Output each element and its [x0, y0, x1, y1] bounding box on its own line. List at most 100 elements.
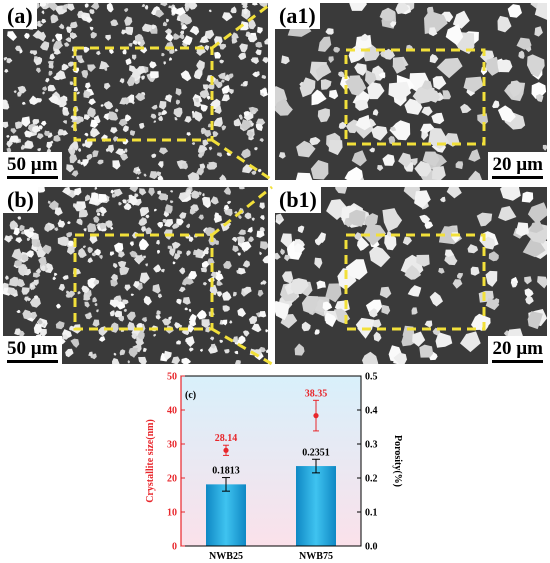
particle [471, 313, 491, 330]
particle [209, 284, 218, 296]
particle [6, 147, 12, 154]
particle [238, 52, 247, 60]
error-bar-porosity [312, 458, 320, 474]
particle [223, 260, 232, 270]
particle [251, 110, 257, 115]
particle [226, 151, 231, 156]
particle [470, 266, 480, 276]
particle [78, 148, 82, 152]
particle [96, 50, 101, 56]
particle [101, 134, 108, 142]
particle [364, 213, 379, 228]
particle [36, 23, 41, 28]
particle [537, 276, 547, 289]
particle [84, 301, 90, 308]
particle [251, 323, 262, 333]
tick-label-right: 0.4 [365, 406, 378, 417]
particle [184, 307, 188, 311]
particle [314, 329, 320, 335]
particle [354, 63, 367, 76]
particle [78, 208, 89, 218]
sem-image-b: (b) 50 µm [3, 187, 268, 364]
particle [534, 26, 543, 37]
particle [402, 236, 412, 246]
particle [406, 44, 414, 52]
particle [162, 219, 167, 223]
particle [198, 145, 208, 153]
particle [88, 351, 93, 357]
particle [48, 200, 59, 210]
particle [85, 194, 91, 202]
particle [219, 174, 227, 180]
particle [223, 208, 233, 217]
particle [91, 192, 99, 203]
particle [221, 94, 230, 102]
particle [260, 88, 268, 97]
particle [40, 120, 47, 127]
panel-label-c: (c) [185, 390, 196, 401]
particle [41, 244, 52, 255]
particle [230, 6, 237, 14]
particle [9, 220, 19, 230]
particle [105, 220, 113, 228]
particle [89, 9, 95, 15]
particle [290, 278, 309, 294]
particle [13, 227, 20, 236]
particle [258, 3, 268, 9]
particle [280, 248, 285, 255]
error-bar-porosity [222, 477, 230, 492]
particle [187, 172, 200, 180]
particle [442, 90, 451, 100]
particle [120, 153, 129, 161]
particle [251, 217, 255, 221]
particle [395, 3, 410, 15]
particle [73, 86, 79, 92]
particle [179, 13, 189, 24]
particle [41, 10, 45, 15]
particle [58, 283, 65, 292]
particle [142, 347, 147, 352]
particle [175, 99, 180, 105]
particle [86, 153, 93, 160]
particle [158, 112, 162, 117]
particle [226, 200, 231, 205]
particle [187, 3, 198, 10]
data-label-crystallite: 38.35 [305, 388, 328, 399]
particle [318, 36, 332, 52]
particle [157, 249, 161, 254]
particle [38, 125, 43, 130]
particle [322, 301, 333, 311]
particle [175, 88, 182, 96]
particle [35, 268, 42, 274]
particle [185, 338, 189, 343]
particle [248, 19, 256, 30]
particle [208, 146, 213, 151]
particle [223, 187, 231, 195]
particle [455, 161, 464, 170]
particle [71, 55, 75, 59]
particle [485, 270, 498, 287]
particle [98, 193, 108, 203]
particle [87, 64, 96, 72]
particle [174, 322, 182, 329]
particle [24, 140, 34, 149]
scale-bar-b1: 20 µm [488, 336, 547, 364]
particle [468, 170, 483, 180]
particle [178, 33, 185, 40]
particle [13, 90, 17, 94]
particle [151, 153, 157, 158]
particle [241, 148, 251, 159]
particle [165, 204, 173, 214]
particle [429, 54, 439, 64]
particle [265, 349, 268, 354]
particle [428, 127, 450, 149]
particle [94, 303, 98, 307]
particle [62, 120, 67, 125]
particle [34, 56, 38, 60]
particle [171, 6, 177, 15]
particle [192, 27, 200, 36]
particle [157, 222, 164, 229]
particle [66, 164, 75, 173]
particle [260, 215, 265, 221]
particle [511, 280, 518, 288]
